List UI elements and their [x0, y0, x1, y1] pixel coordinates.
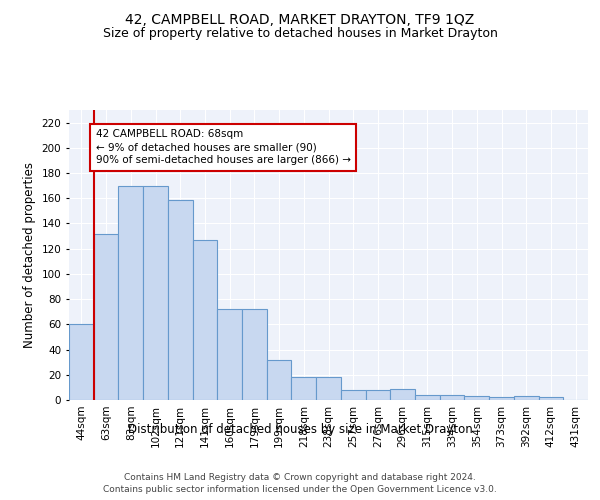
Bar	[390, 388, 415, 400]
Bar	[217, 309, 242, 400]
Bar	[440, 395, 464, 400]
Bar	[193, 240, 217, 400]
Bar	[143, 186, 168, 400]
Bar	[316, 378, 341, 400]
Text: Size of property relative to detached houses in Market Drayton: Size of property relative to detached ho…	[103, 28, 497, 40]
Bar	[69, 324, 94, 400]
Bar	[94, 234, 118, 400]
Bar	[415, 395, 440, 400]
Bar	[118, 186, 143, 400]
Y-axis label: Number of detached properties: Number of detached properties	[23, 162, 36, 348]
Bar	[539, 398, 563, 400]
Bar	[341, 390, 365, 400]
Bar	[267, 360, 292, 400]
Bar	[464, 396, 489, 400]
Bar	[292, 378, 316, 400]
Text: 42, CAMPBELL ROAD, MARKET DRAYTON, TF9 1QZ: 42, CAMPBELL ROAD, MARKET DRAYTON, TF9 1…	[125, 12, 475, 26]
Text: Distribution of detached houses by size in Market Drayton: Distribution of detached houses by size …	[128, 422, 472, 436]
Bar	[168, 200, 193, 400]
Bar	[514, 396, 539, 400]
Text: 42 CAMPBELL ROAD: 68sqm
← 9% of detached houses are smaller (90)
90% of semi-det: 42 CAMPBELL ROAD: 68sqm ← 9% of detached…	[95, 129, 350, 166]
Bar	[489, 398, 514, 400]
Text: Contains HM Land Registry data © Crown copyright and database right 2024.
Contai: Contains HM Land Registry data © Crown c…	[103, 472, 497, 494]
Bar	[365, 390, 390, 400]
Bar	[242, 309, 267, 400]
